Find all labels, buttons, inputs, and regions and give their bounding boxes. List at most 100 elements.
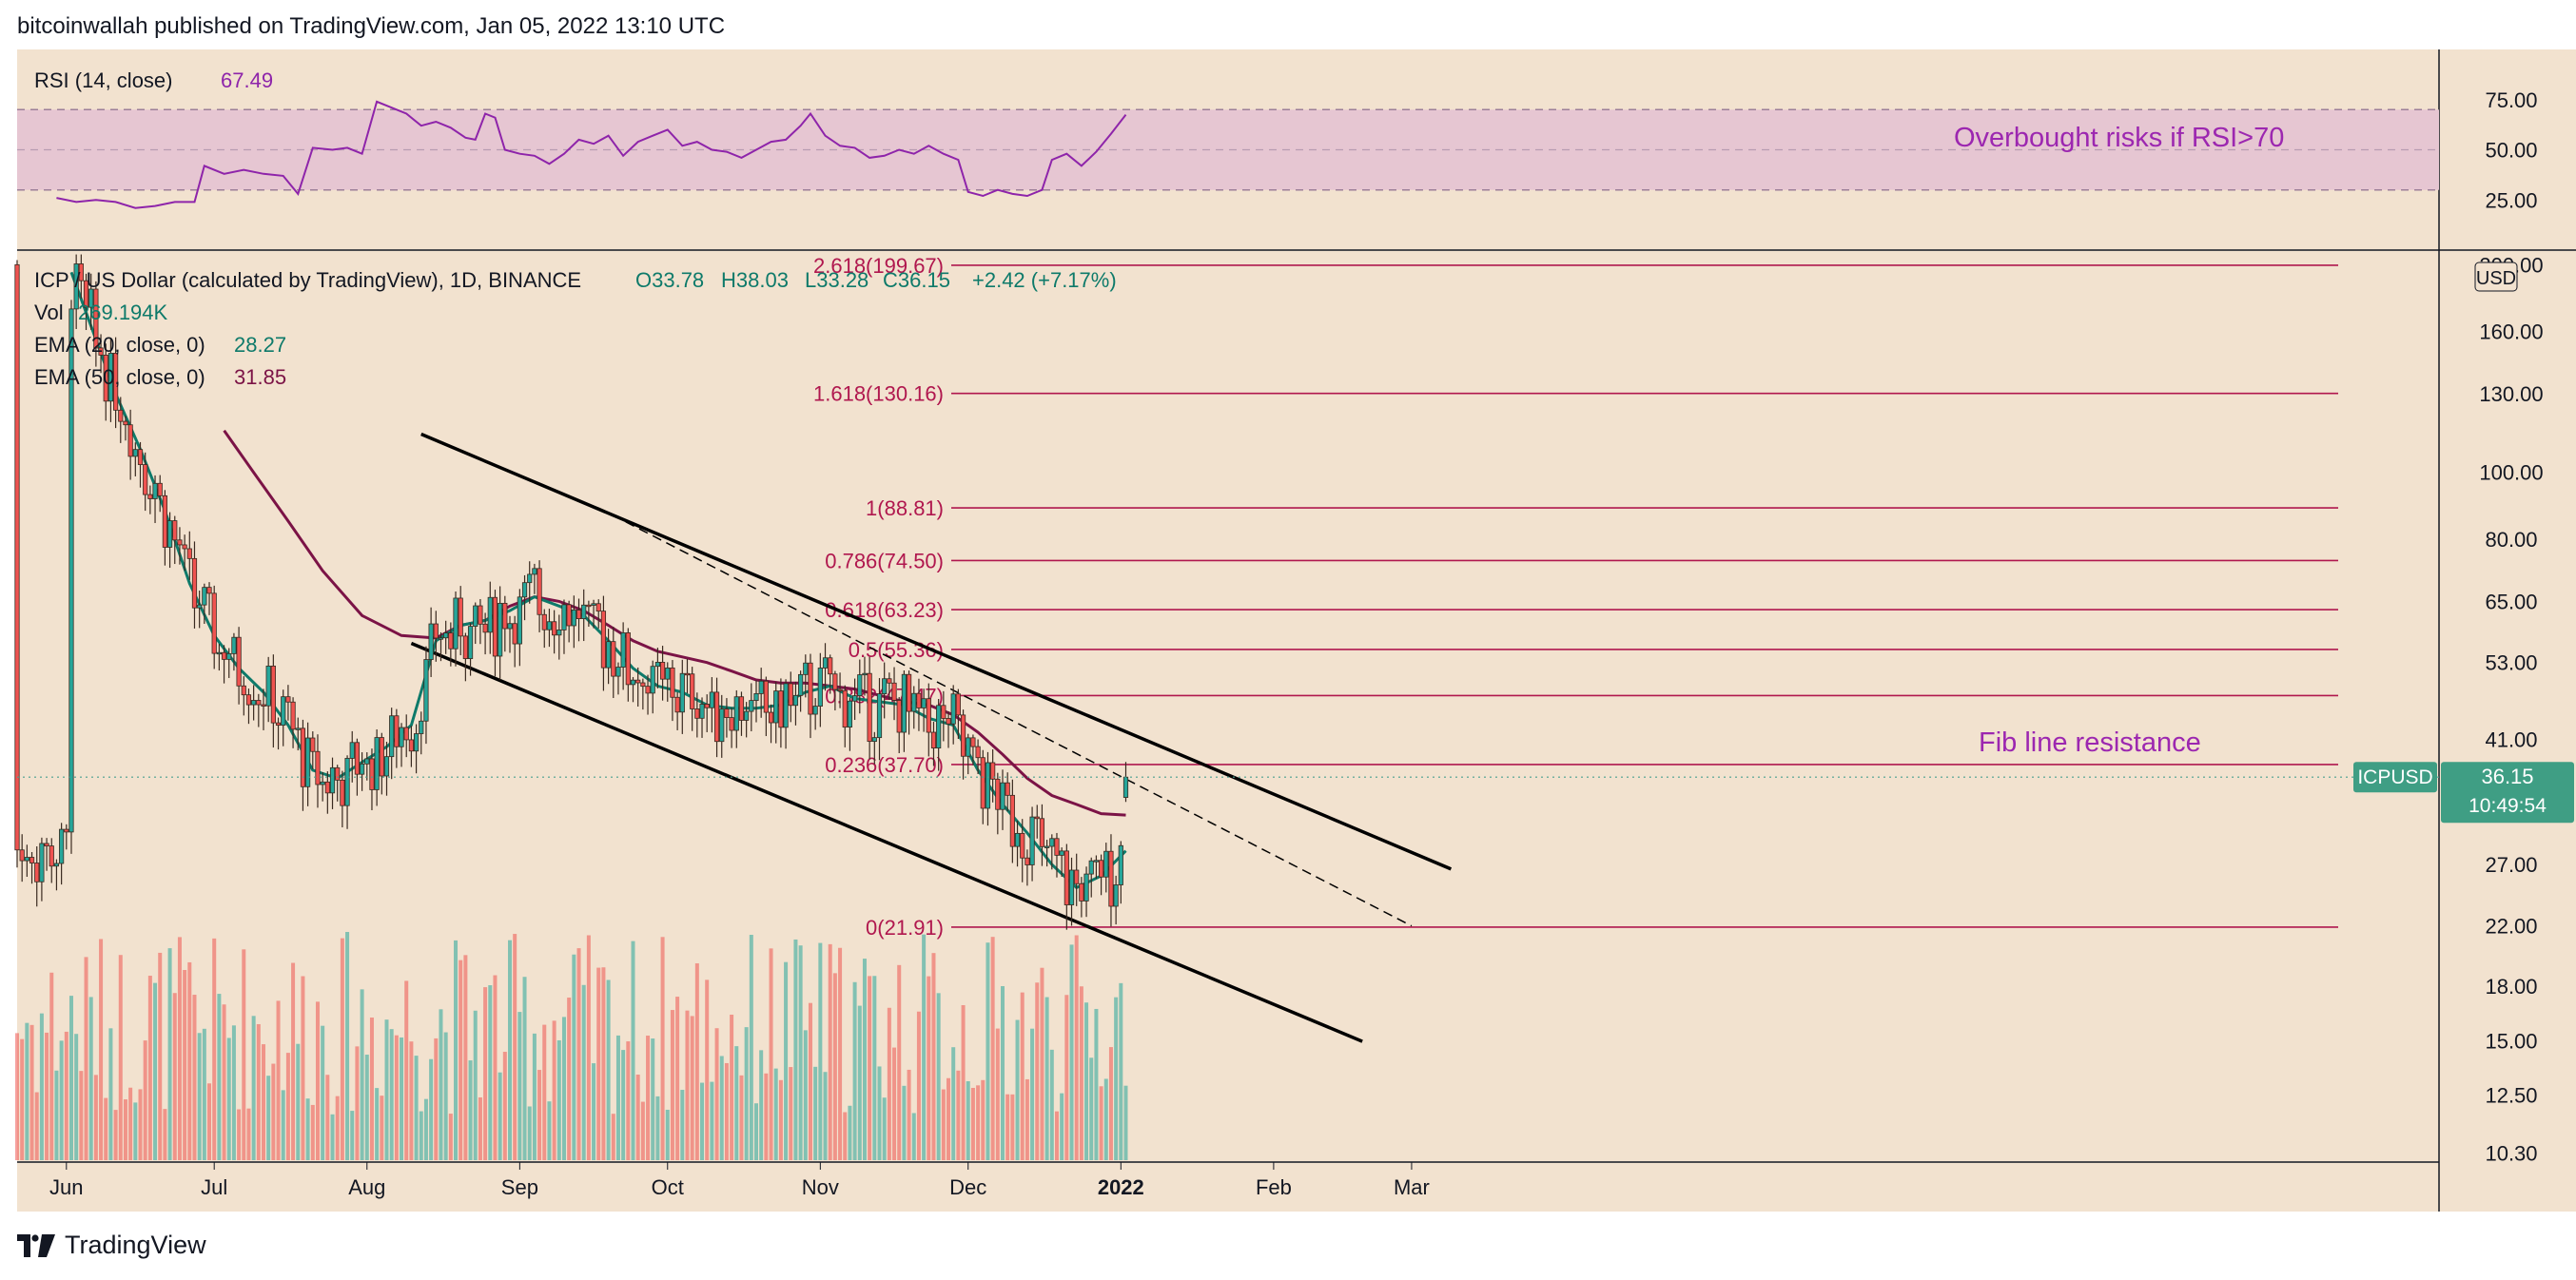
volume-bar <box>986 942 990 1160</box>
candle-body <box>704 704 710 708</box>
volume-bar <box>675 997 680 1160</box>
volume-bar <box>271 1063 276 1160</box>
candle-body <box>975 746 981 759</box>
volume-bar <box>640 1101 645 1160</box>
candle-body <box>113 353 119 411</box>
candle-body <box>788 683 793 707</box>
candle-body <box>423 659 429 722</box>
candle-body <box>1054 838 1060 856</box>
volume-bar <box>621 1050 626 1160</box>
candle-body <box>546 621 553 630</box>
volume-bar <box>537 1070 542 1160</box>
candle-body <box>73 263 79 310</box>
time-tick-label: Jun <box>49 1175 83 1199</box>
candle-body <box>132 449 138 457</box>
candle-body <box>231 636 237 654</box>
candle-body <box>828 657 833 675</box>
volume-bar <box>468 1060 473 1160</box>
candle-body <box>29 857 35 863</box>
volume-bar <box>29 1024 34 1160</box>
candle-body <box>419 720 424 734</box>
fib-level-label: 0.236(37.70) <box>825 753 944 777</box>
volume-bar <box>153 982 158 1160</box>
currency-badge[interactable] <box>2474 262 2518 292</box>
volume-bar <box>231 1025 236 1160</box>
volume-bar <box>966 1080 970 1160</box>
volume-bar <box>714 1028 719 1160</box>
candle-body <box>729 717 734 731</box>
fib-level-label: 0(21.91) <box>866 916 944 940</box>
candle-body <box>177 539 183 546</box>
volume-bar <box>345 932 350 1160</box>
candle-body <box>936 705 942 748</box>
candle-body <box>462 635 468 660</box>
volume-bar <box>838 947 843 1160</box>
volume-bar <box>1114 997 1119 1160</box>
candle-body <box>916 692 922 708</box>
volume-bar <box>744 1027 749 1160</box>
candle-body <box>226 652 232 660</box>
candle-body <box>941 705 946 719</box>
volume-bar <box>818 942 823 1160</box>
candle-body <box>211 592 217 654</box>
candle-body <box>44 843 49 846</box>
volume-bar <box>1030 1028 1035 1160</box>
candle-body <box>1039 818 1045 847</box>
volume-bar <box>808 1002 812 1160</box>
volume-bar <box>596 967 601 1160</box>
volume-bar <box>459 960 463 1160</box>
volume-bar <box>567 998 572 1160</box>
volume-bar <box>375 1088 380 1160</box>
candle-body <box>694 708 700 719</box>
volume-bar <box>355 1046 360 1160</box>
candle-body <box>364 758 370 765</box>
rsi-tick-25: 25.00 <box>2485 188 2537 212</box>
candle-body <box>305 737 311 787</box>
candle-body <box>24 857 29 862</box>
volume-bar <box>710 1081 714 1160</box>
volume-bar <box>380 1096 384 1160</box>
candle-body <box>966 737 971 757</box>
candle-body <box>600 611 607 669</box>
volume-bar <box>719 1056 724 1160</box>
volume-bar <box>857 1005 862 1160</box>
volume-bar <box>828 943 832 1160</box>
volume-bar <box>606 979 611 1160</box>
volume-bar <box>133 1102 138 1160</box>
candle-body <box>1099 860 1104 878</box>
candle-body <box>369 758 375 790</box>
volume-bar <box>1119 982 1123 1160</box>
candle-body <box>216 651 222 655</box>
candle-body <box>882 678 888 695</box>
candle-body <box>315 750 321 785</box>
volume-bar <box>1010 1094 1015 1160</box>
channel-upper-line <box>420 432 1453 871</box>
time-axis[interactable]: Jun Jul Aug Sep Oct Nov Dec 2022 Feb Mar <box>49 1162 1430 1199</box>
candle-body <box>408 739 415 752</box>
candle-body <box>39 843 45 882</box>
volume-bar <box>1054 1111 1059 1160</box>
candle-body <box>812 706 818 715</box>
candle-body <box>438 637 444 640</box>
candle-body <box>684 672 691 676</box>
volume-bar <box>522 977 527 1160</box>
candle-body <box>980 757 986 809</box>
price-axis-background <box>2439 49 2576 1212</box>
legend-symbol[interactable]: ICP / US Dollar (calculated by TradingVi… <box>34 268 581 292</box>
volume-bar <box>15 1033 19 1160</box>
volume-bar <box>369 1018 374 1160</box>
volume-bar <box>49 972 54 1160</box>
volume-bar <box>237 1109 242 1160</box>
volume-bar <box>167 948 172 1160</box>
candle-body <box>970 737 976 747</box>
volume-bar <box>660 937 665 1160</box>
volume-bar <box>749 935 753 1160</box>
price-axis[interactable]: 200.00160.00130.00100.0080.0065.0053.004… <box>2479 253 2543 1165</box>
rsi-tick-75: 75.00 <box>2485 88 2537 112</box>
candle-body <box>1103 850 1109 878</box>
volume-bar <box>321 1025 325 1160</box>
tradingview-brand[interactable]: TradingView <box>65 1231 206 1259</box>
volume-bar <box>285 1053 290 1160</box>
candle-body <box>265 665 271 707</box>
